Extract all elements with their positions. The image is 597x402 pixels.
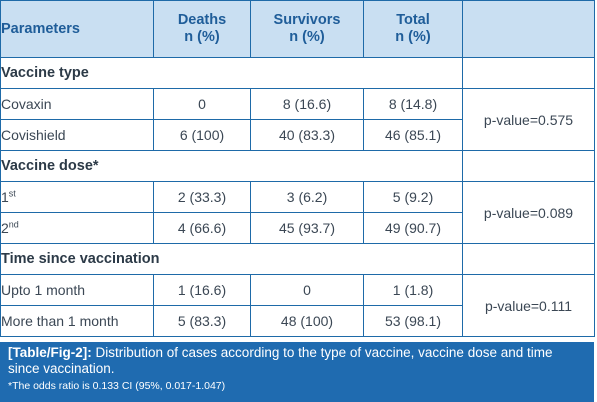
section-pvalue-blank	[462, 150, 595, 182]
header-deaths: Deaths n (%)	[153, 0, 251, 58]
cell-deaths: 4 (66.6)	[153, 212, 251, 244]
cell-pvalue: p-value=0.111	[462, 274, 595, 337]
row-label: More than 1 month	[0, 305, 154, 337]
table-row: Upto 1 month 1 (16.6) 0 1 (1.8) p-value=…	[0, 274, 595, 337]
section-title: Vaccine dose*	[0, 150, 463, 182]
section-row: Vaccine type	[0, 57, 595, 89]
cell-deaths: 2 (33.3)	[153, 181, 251, 213]
cell-total: 1 (1.8)	[363, 274, 463, 306]
header-parameters: Parameters	[0, 0, 154, 58]
section-title: Time since vaccination	[0, 243, 463, 275]
results-table: Parameters Deaths n (%) Survivors n (%) To…	[0, 0, 595, 337]
cell-survivors: 40 (83.3)	[250, 119, 364, 151]
caption-text: [Table/Fig-2]: Distribution of cases acc…	[8, 345, 586, 377]
section-row: Time since vaccination	[0, 243, 595, 275]
section-pvalue-blank	[462, 243, 595, 275]
section-pvalue-blank	[462, 57, 595, 89]
cell-pvalue: p-value=0.089	[462, 181, 595, 244]
table-row: Covishield 6 (100) 40 (83.3) 46 (85.1)	[0, 119, 595, 151]
cell-total: 49 (90.7)	[363, 212, 463, 244]
table-row: 2nd 4 (66.6) 45 (93.7) 49 (90.7)	[0, 212, 595, 244]
header-survivors: Survivors n (%)	[250, 0, 364, 58]
figure-caption: [Table/Fig-2]: Distribution of cases acc…	[0, 342, 594, 402]
cell-total: 5 (9.2)	[363, 181, 463, 213]
row-label: 2nd	[0, 212, 154, 244]
header-row: Parameters Deaths n (%) Survivors n (%) To…	[0, 0, 595, 58]
cell-deaths: 0	[153, 88, 251, 120]
header-pvalue-blank	[462, 0, 595, 58]
cell-survivors: 8 (16.6)	[250, 88, 364, 120]
section-title: Vaccine type	[0, 57, 463, 89]
cell-survivors: 3 (6.2)	[250, 181, 364, 213]
cell-deaths: 6 (100)	[153, 119, 251, 151]
cell-survivors: 0	[250, 274, 364, 306]
table-row: Covaxin 0 8 (16.6) 8 (14.8) p-value=0.57…	[0, 88, 595, 151]
cell-deaths: 1 (16.6)	[153, 274, 251, 306]
cell-survivors: 45 (93.7)	[250, 212, 364, 244]
row-label: Covaxin	[0, 88, 154, 120]
cell-total: 46 (85.1)	[363, 119, 463, 151]
row-label: 1st	[0, 181, 154, 213]
row-label: Upto 1 month	[0, 274, 154, 306]
caption-body: Distribution of cases according to the t…	[8, 345, 553, 376]
table-row: More than 1 month 5 (83.3) 48 (100) 53 (…	[0, 305, 595, 337]
table-row: 1st 2 (33.3) 3 (6.2) 5 (9.2) p-value=0.0…	[0, 181, 595, 244]
header-total: Total n (%)	[363, 0, 463, 58]
caption-footnote: *The odds ratio is 0.133 CI (95%, 0.017-…	[8, 380, 226, 392]
cell-pvalue: p-value=0.575	[462, 88, 595, 151]
cell-total: 8 (14.8)	[363, 88, 463, 120]
row-label: Covishield	[0, 119, 154, 151]
section-row: Vaccine dose*	[0, 150, 595, 182]
cell-deaths: 5 (83.3)	[153, 305, 251, 337]
caption-tag: [Table/Fig-2]:	[8, 345, 92, 360]
cell-survivors: 48 (100)	[250, 305, 364, 337]
cell-total: 53 (98.1)	[363, 305, 463, 337]
